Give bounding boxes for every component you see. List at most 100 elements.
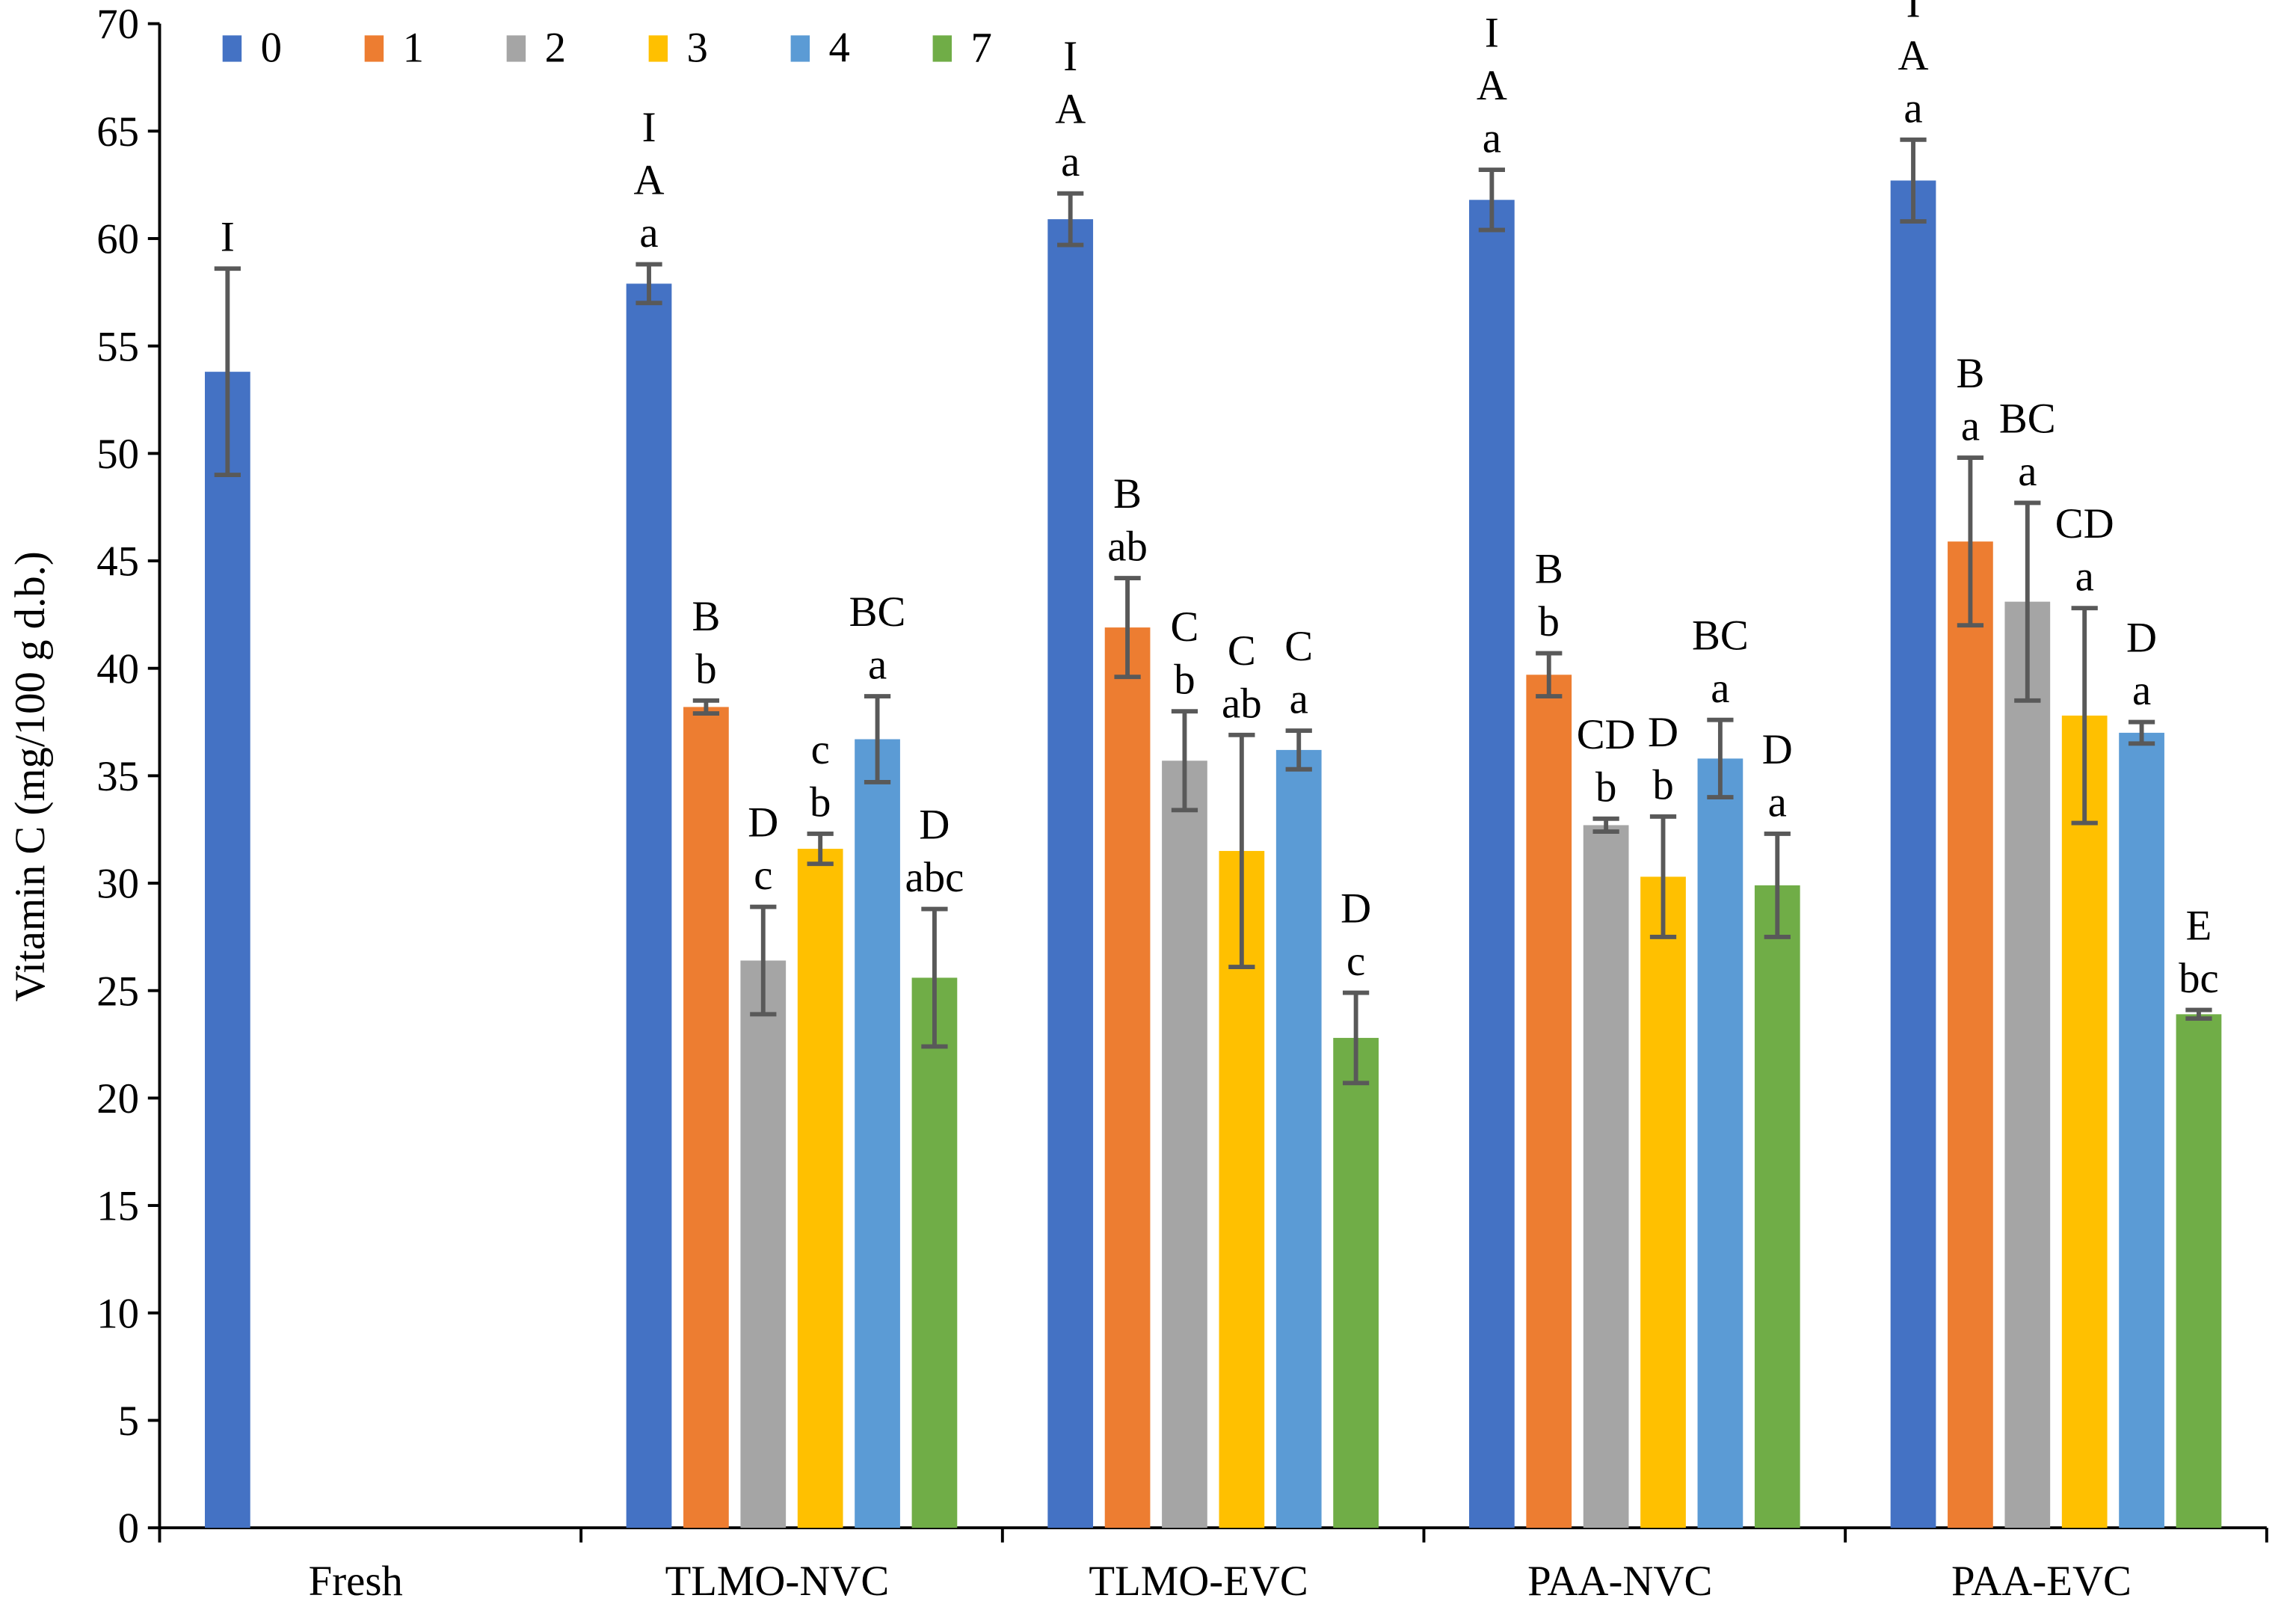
significance-label: D [919,802,950,849]
significance-label: ab [1107,523,1148,571]
bar-PAA-NVC-day-0 [1469,200,1515,1528]
y-axis-label: Vitamin C (mg/100 g d.b.) [7,551,54,1001]
error-bar [635,262,662,306]
significance-label: I [1485,10,1499,57]
significance-label: B [1535,546,1563,593]
bar-TLMO-EVC-day-4 [1275,749,1322,1528]
significance-label: ab [1222,680,1262,727]
error-bar [1171,709,1198,813]
bar-PAA-EVC-day-4 [2119,732,2164,1528]
bar-Fresh-day-0 [205,372,250,1528]
error-bar [1764,832,1791,939]
y-tick-label: 40 [96,645,139,692]
error-bar [1057,191,1084,248]
y-tick-label: 10 [96,1290,139,1337]
significance-label: D [748,799,778,847]
error-bar [214,266,241,478]
bar-PAA-EVC-day-1 [1948,541,1993,1528]
significance-label: C [1284,623,1313,670]
error-bar [1592,816,1619,835]
error-bar [1536,651,1563,698]
legend-swatch-7 [932,35,952,62]
error-bar [1900,137,1927,224]
significance-label: CD [1577,711,1636,758]
significance-label: A [1477,62,1507,109]
legend-label: 0 [261,25,282,72]
significance-label: B [1113,470,1142,517]
bar-PAA-NVC-day-7 [1754,885,1800,1528]
y-tick-label: 60 [96,216,139,263]
bar-TLMO-EVC-day-1 [1104,627,1151,1528]
significance-label: b [1595,764,1616,811]
y-tick-label: 65 [96,108,139,156]
legend-label: 3 [687,25,708,72]
significance-label: I [1906,0,1921,26]
y-tick-label: 55 [96,323,139,370]
error-bar [921,906,948,1049]
error-bar [864,694,891,784]
bar-PAA-NVC-day-3 [1640,876,1686,1528]
significance-label: A [1055,86,1086,133]
significance-label: E [2186,903,2212,950]
significance-label: I [642,104,656,151]
bar-TLMO-NVC-day-3 [797,849,843,1528]
bar-TLMO-NVC-day-1 [683,707,729,1528]
bar-TLMO-EVC-day-7 [1333,1037,1379,1528]
significance-label: B [1956,350,1984,397]
significance-label: a [1903,85,1922,132]
y-tick-label: 5 [118,1398,139,1445]
bar-PAA-EVC-day-7 [2176,1014,2222,1528]
error-bar [2071,606,2098,826]
significance-label: a [1768,778,1787,826]
y-tick-label: 20 [96,1075,139,1122]
significance-label: D [1648,709,1678,756]
y-tick-label: 45 [96,538,139,586]
error-bar [807,832,834,867]
significance-label: D [1762,726,1793,773]
y-tick-label: 25 [96,968,139,1015]
legend-swatch-2 [506,35,526,62]
error-bar [1478,168,1505,233]
y-tick-label: 35 [96,753,139,800]
bar-TLMO-EVC-day-2 [1162,761,1207,1528]
significance-label: BC [849,589,906,636]
significance-label: a [2075,553,2094,600]
bar-PAA-NVC-day-4 [1697,758,1743,1528]
x-tick-label: TLMO-EVC [1089,1558,1308,1605]
y-tick-label: 0 [118,1505,139,1552]
legend-label: 7 [971,25,992,72]
significance-label: a [1061,138,1080,185]
significance-label: a [2018,448,2037,495]
significance-label: a [1961,403,1980,450]
y-tick-label: 50 [96,431,139,478]
error-bar [1114,576,1141,680]
error-bar [1285,728,1312,772]
legend-swatch-0 [222,35,242,62]
significance-label: c [754,852,772,899]
legend-swatch-1 [364,35,384,62]
bar-TLMO-NVC-day-2 [740,960,787,1528]
y-tick-label: 15 [96,1183,139,1230]
significance-label: BC [1999,395,2056,442]
y-tick-label: 70 [96,1,139,48]
x-tick-label: Fresh [309,1558,403,1605]
significance-label: a [868,642,887,689]
legend-label: 4 [829,25,850,72]
error-bar [2128,719,2155,746]
bar-TLMO-EVC-day-0 [1047,219,1094,1528]
significance-label: I [1063,33,1077,80]
error-bar [750,904,777,1017]
bar-PAA-NVC-day-1 [1526,675,1572,1528]
significance-label: I [221,214,235,261]
significance-label: a [1483,115,1501,162]
significance-label: b [1539,598,1560,645]
legend: 0 1 2 3 4 7 [222,25,992,72]
x-tick-label: TLMO-NVC [665,1558,890,1605]
y-tick-label: 30 [96,861,139,908]
error-bar [2014,500,2041,703]
error-bar [1707,717,1734,800]
x-tick-label: PAA-EVC [1951,1558,2132,1605]
